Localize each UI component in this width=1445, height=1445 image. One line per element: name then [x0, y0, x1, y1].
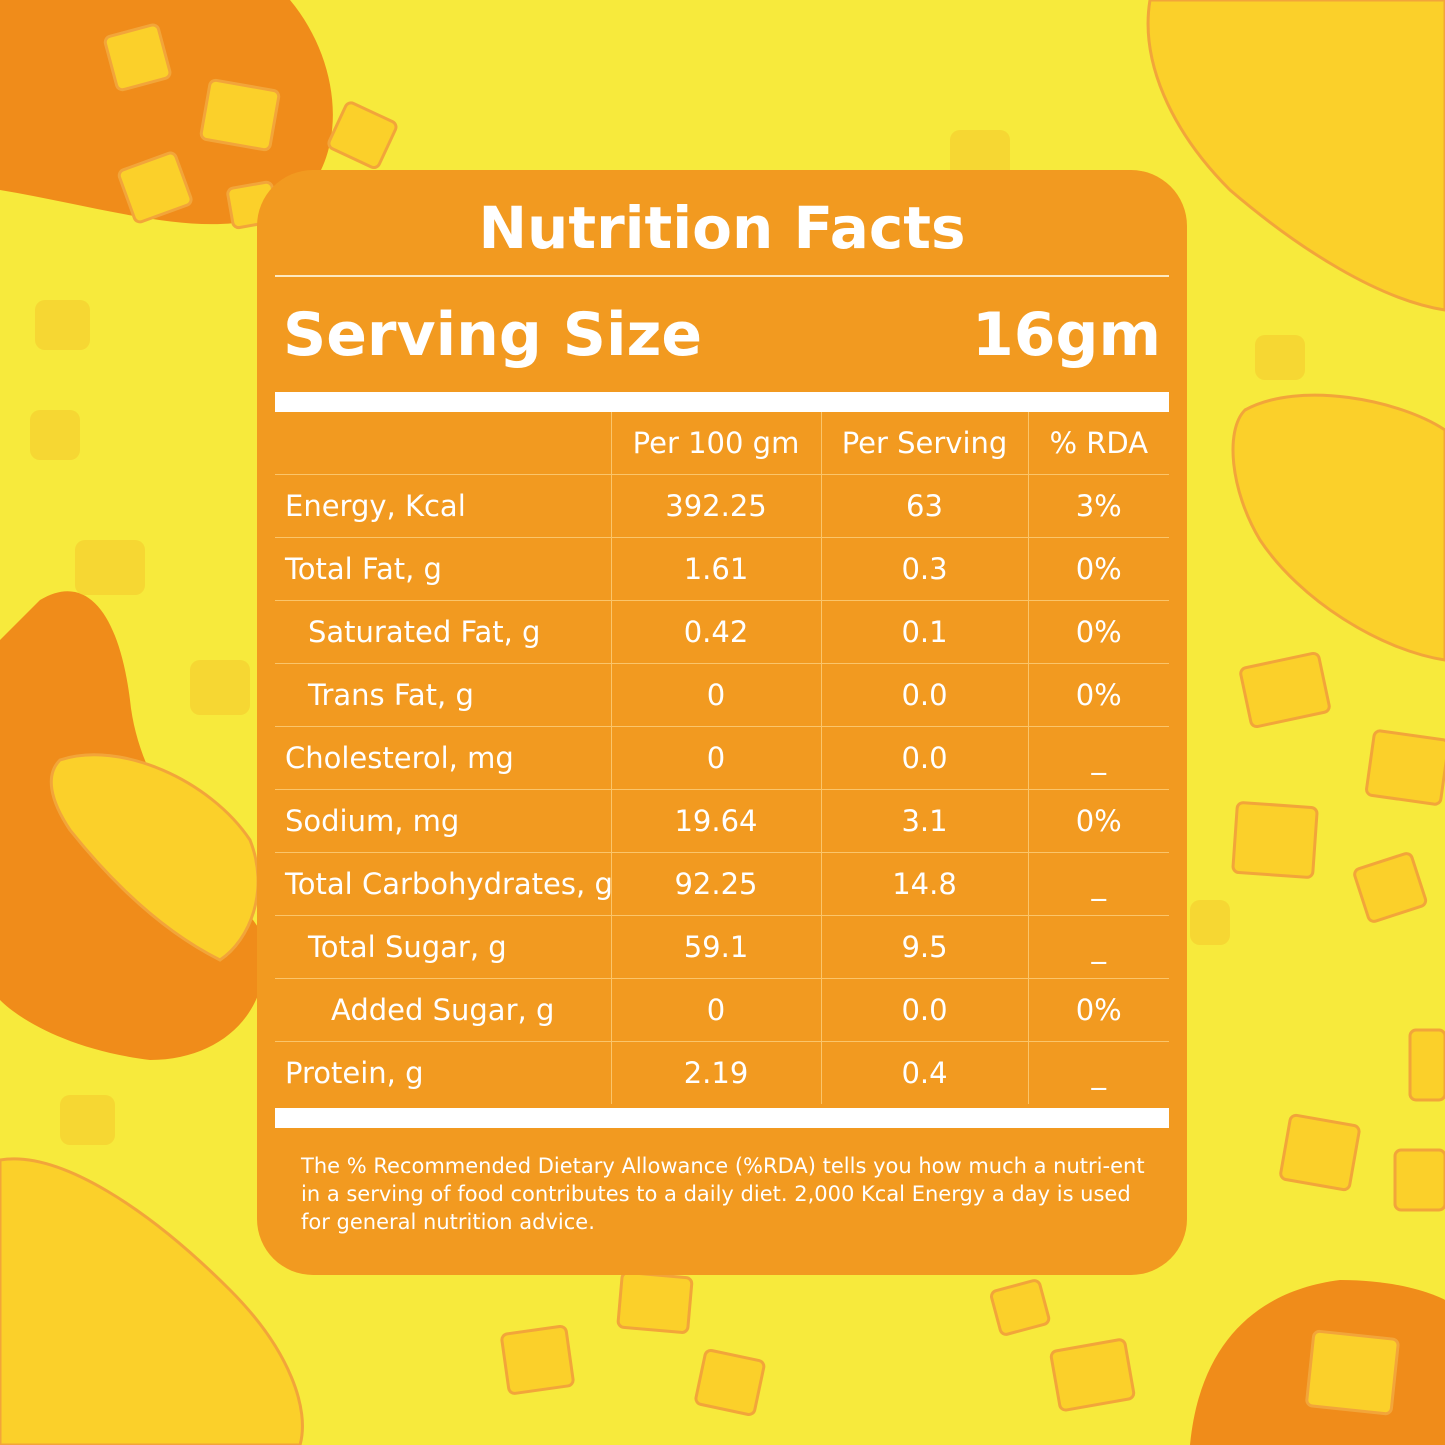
table-row: Trans Fat, g 0 0.0 0% [275, 663, 1169, 727]
rda-value: 0% [1027, 537, 1169, 601]
nutrient-name: Sodium, mg [275, 789, 611, 853]
table-row: Total Fat, g 1.61 0.3 0% [275, 537, 1169, 601]
rda-value: 0% [1027, 978, 1169, 1042]
per-serving-value: 14.8 [820, 852, 1028, 916]
per-100-value: 19.64 [610, 789, 821, 853]
per-100-value: 2.19 [610, 1041, 821, 1104]
nutrition-facts-panel: Nutrition Facts Serving Size 16gm Per 10… [257, 170, 1187, 1275]
table-row: Saturated Fat, g 0.42 0.1 0% [275, 600, 1169, 664]
per-serving-value: 0.4 [820, 1041, 1028, 1104]
mango-slice-top-right [1146, 0, 1445, 312]
per-serving-value: 0.0 [820, 663, 1028, 727]
nutrient-name: Energy, Kcal [275, 474, 611, 538]
rda-value: 3% [1027, 474, 1169, 538]
divider-thick-bottom [275, 1108, 1169, 1128]
rda-footnote: The % Recommended Dietary Allowance (%RD… [301, 1154, 1145, 1234]
mango-cubes-blurred [30, 130, 1305, 1145]
rda-value: _ [1027, 1041, 1169, 1104]
column-header-rda: % RDA [1027, 412, 1169, 475]
divider-thick-top [275, 392, 1169, 412]
per-serving-value: 63 [820, 474, 1028, 538]
table-row: Cholesterol, mg 0 0.0 _ [275, 726, 1169, 790]
per-100-value: 392.25 [610, 474, 821, 538]
per-100-value: 92.25 [610, 852, 821, 916]
per-100-value: 1.61 [610, 537, 821, 601]
column-header-per-100: Per 100 gm [610, 412, 821, 475]
nutrient-name: Added Sugar, g [275, 978, 611, 1042]
table-row: Added Sugar, g 0 0.0 0% [275, 978, 1169, 1042]
nutrient-name: Protein, g [285, 1056, 424, 1090]
column-header-nutrient [275, 412, 611, 475]
serving-size-label: Serving Size [283, 300, 703, 370]
mango-slice-right [1231, 393, 1445, 662]
nutrient-name: Saturated Fat, g [275, 600, 611, 664]
table-row: Sodium, mg 19.64 3.1 0% [275, 789, 1169, 853]
per-serving-value: 0.1 [820, 600, 1028, 664]
nutrient-name: Total Sugar, g [275, 915, 611, 979]
table-row: Energy, Kcal 392.25 63 3% [275, 474, 1169, 538]
nutrient-name: Trans Fat, g [275, 663, 611, 727]
per-serving-value: 0.0 [820, 978, 1028, 1042]
per-100-value: 0 [610, 726, 821, 790]
divider-thin [275, 275, 1169, 277]
rda-value: 0% [1027, 600, 1169, 664]
per-serving-value: 0.3 [820, 537, 1028, 601]
table-row: Protein, g 2.19 0.4 _ [275, 1041, 1169, 1104]
nutrient-name: Total Carbohydrates, g [275, 852, 613, 916]
rda-value: 0% [1027, 663, 1169, 727]
column-header-per-serving: Per Serving [820, 412, 1028, 475]
table-row: Total Carbohydrates, g 92.25 14.8 _ [275, 852, 1169, 916]
nutrition-table: Per 100 gm Per Serving % RDA Energy, Kca… [275, 412, 1169, 1104]
mango-cubes [103, 23, 1445, 1417]
per-serving-value: 9.5 [820, 915, 1028, 979]
table-row: Total Sugar, g 59.1 9.5 _ [275, 915, 1169, 979]
rda-value: 0% [1027, 789, 1169, 853]
nutrient-name: Total Fat, g [275, 537, 611, 601]
rda-value: _ [1027, 915, 1169, 979]
nutrient-name: Cholesterol, mg [275, 726, 611, 790]
per-100-value: 59.1 [610, 915, 821, 979]
per-100-value: 0 [610, 663, 821, 727]
mango-half-top-left [0, 0, 333, 225]
per-100-value: 0 [610, 978, 821, 1042]
per-100-value: 0.42 [610, 600, 821, 664]
serving-size-value: 16gm [972, 300, 1161, 370]
rda-value: _ [1027, 852, 1169, 916]
per-serving-value: 3.1 [820, 789, 1028, 853]
rda-value: _ [1027, 726, 1169, 790]
per-serving-value: 0.0 [820, 726, 1028, 790]
mango-slice-bottom-left [0, 1157, 304, 1445]
mango-slice-left [49, 753, 260, 962]
table-header-row: Per 100 gm Per Serving % RDA [275, 412, 1169, 475]
nutrition-facts-title: Nutrition Facts [478, 194, 966, 262]
